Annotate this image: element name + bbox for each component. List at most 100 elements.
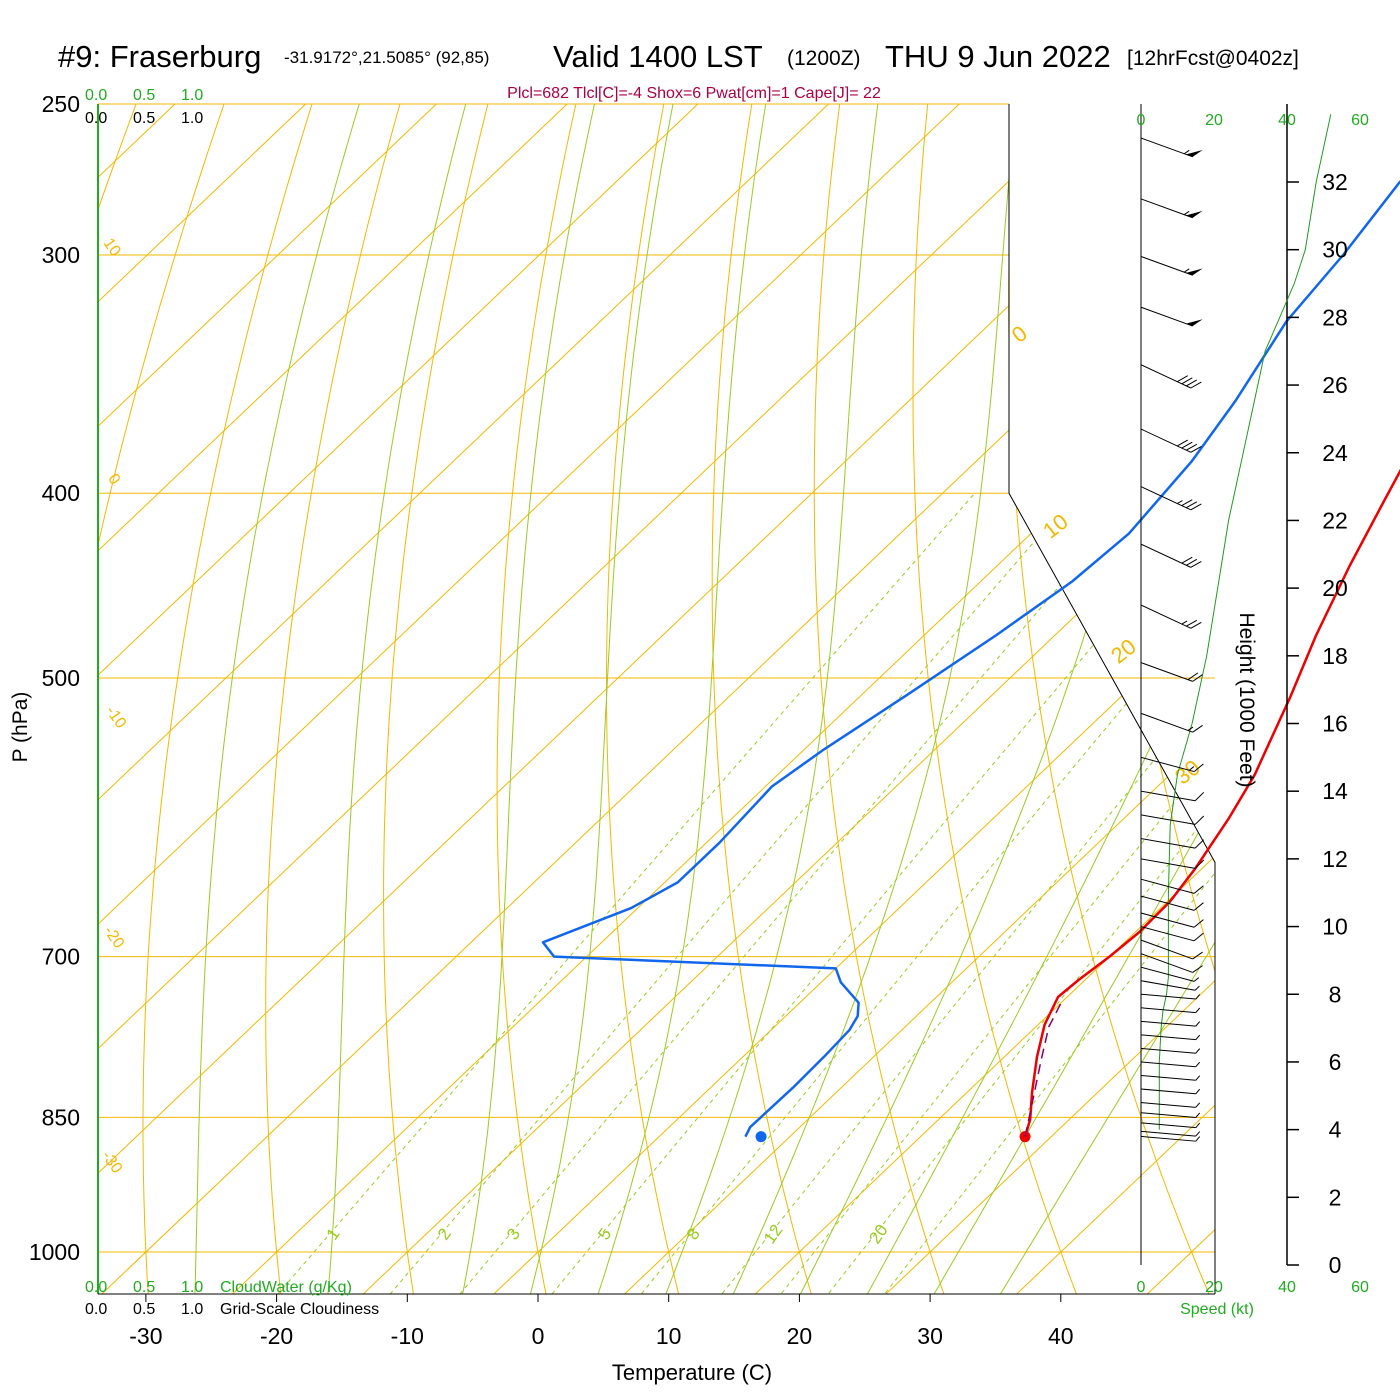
wind-barb-flag: [1183, 210, 1190, 216]
pressure-tick-label: 500: [42, 665, 80, 691]
temperature-tick-label: 0: [532, 1323, 545, 1349]
wind-barb: [1140, 1034, 1201, 1041]
wind-barb-flag: [1195, 1131, 1201, 1137]
isotherm-line: [846, 104, 1215, 1294]
wind-barb-flag: [1194, 985, 1200, 991]
height-tick-label: 14: [1322, 778, 1348, 804]
wind-barb-staff: [1140, 1112, 1196, 1118]
wind-barb: [1140, 1122, 1201, 1129]
height-tick-label: 10: [1322, 914, 1348, 940]
wind-barb-flag: [1193, 919, 1204, 928]
speed-tick-bottom: 0: [1137, 1279, 1146, 1296]
wind-panel: 0246810121416182022242628303200202040406…: [1137, 104, 1369, 1296]
wind-barb-staff: [1140, 137, 1193, 158]
dry-adiabat-label: 0: [1007, 320, 1032, 347]
isotherm-lines: [98, 70, 1400, 1331]
wind-barb-staff: [1140, 662, 1193, 682]
height-tick-label: 20: [1322, 575, 1348, 601]
isotherm-line: [98, 104, 603, 1294]
moist-adiabat: [716, 104, 1020, 1294]
isotherm-line: [98, 104, 1126, 1294]
dry-adiabat: [265, 104, 411, 1294]
moist-adiabat: [977, 104, 1215, 1294]
wind-barb-staff: [1140, 604, 1192, 629]
wind-barb-flag: [1193, 902, 1204, 911]
wind-barb-flag: [1194, 815, 1205, 825]
wind-barb: [1140, 790, 1205, 802]
wind-barb-flag: [1192, 951, 1203, 960]
wind-barb-staff: [1140, 1130, 1196, 1137]
wind-barb-flag: [1190, 381, 1202, 389]
temperature-tick-label: 30: [917, 1323, 943, 1349]
height-axis-label: Height (1000 Feet): [1235, 612, 1258, 787]
isotherm-line: [98, 104, 342, 1294]
moist-adiabat: [454, 104, 603, 1294]
dry-adiabat-label: 20: [1106, 634, 1141, 669]
wind-barb-flag: [1195, 1112, 1201, 1118]
wind-barb-pennant: [1186, 268, 1203, 276]
wind-barb: [1140, 486, 1202, 511]
wind-barb-flag: [1181, 377, 1193, 385]
wind-barb-staff: [1140, 1034, 1196, 1041]
wind-barb-staff: [1140, 926, 1195, 942]
wind-barb-flag: [1186, 379, 1198, 387]
dry-adiabat: [813, 104, 958, 1294]
wind-barb-staff: [1140, 858, 1196, 869]
wind-barb-staff: [1140, 993, 1196, 1000]
wind-barb-pennant: [1186, 210, 1203, 218]
wind-barb-staff: [1140, 1007, 1196, 1014]
valid-time: Valid 1400 LST: [553, 39, 763, 74]
right-boundary: [1008, 104, 1216, 1294]
isotherm-line: [98, 104, 1215, 1294]
speed-tick-bottom: 20: [1205, 1279, 1223, 1296]
wind-barb-flag: [1195, 1102, 1201, 1108]
isobar-lines: [98, 103, 1215, 1253]
wind-barb-flag: [1195, 1034, 1201, 1040]
wind-barb: [1140, 1135, 1201, 1142]
wind-barb-staff: [1140, 878, 1195, 894]
wind-barb-staff: [1140, 838, 1196, 849]
wind-barb-flag: [1192, 724, 1203, 733]
wind-barb-flag: [1195, 1136, 1201, 1142]
wind-barb-staff: [1140, 953, 1193, 973]
cloudwater-tick-top: 0.0: [85, 87, 107, 104]
wind-barb-staff: [1140, 543, 1192, 568]
wind-barb: [1140, 198, 1203, 219]
wind-barb: [1140, 428, 1202, 453]
isotherm-line: [98, 104, 734, 1294]
wind-barb: [1140, 137, 1203, 158]
wind-barb-flag: [1183, 149, 1190, 155]
temperature-tick-label: 10: [656, 1323, 682, 1349]
isotherm-line: [1239, 70, 1400, 1331]
wind-barb-flag: [1192, 965, 1203, 973]
dry-adiabat: [383, 104, 498, 1294]
isotherm-line: [193, 104, 1215, 1294]
moist-adiabat: [781, 104, 1189, 1294]
wind-barb: [1140, 838, 1205, 849]
dry-adiabat-label: -30: [98, 1148, 125, 1177]
wind-barb-flag: [1194, 859, 1205, 869]
wind-barb-flag: [1181, 556, 1193, 564]
dry-adiabat: [606, 104, 689, 1294]
isotherm-line: [98, 104, 865, 1294]
dry-adiabat-label: 10: [1038, 509, 1073, 544]
valid-zulu: (1200Z): [787, 47, 861, 70]
height-tick-label: 22: [1322, 507, 1348, 533]
wind-barb: [1140, 912, 1204, 928]
isotherm-line: [454, 104, 1215, 1294]
wind-barb-staff: [1140, 1122, 1196, 1129]
wind-barb-staff: [1140, 306, 1193, 327]
wind-barb-flag: [1187, 726, 1194, 731]
isotherm-line: [98, 104, 1215, 1294]
speed-tick-bottom: 40: [1278, 1279, 1296, 1296]
wind-barb: [1140, 1007, 1201, 1014]
cloudiness-tick-top: 0.0: [85, 110, 107, 127]
wind-barb-staff: [1140, 1047, 1196, 1054]
cloudwater-tick-bottom: 0.5: [133, 1279, 155, 1296]
mixing-ratio-line: [428, 492, 1140, 1294]
pressure-tick-label: 250: [42, 91, 80, 117]
speed-tick-top: 0: [1137, 112, 1146, 129]
wind-barb-staff: [1140, 255, 1193, 276]
wind-barb-staff: [1140, 912, 1195, 928]
wind-barb-flag: [1186, 443, 1198, 451]
